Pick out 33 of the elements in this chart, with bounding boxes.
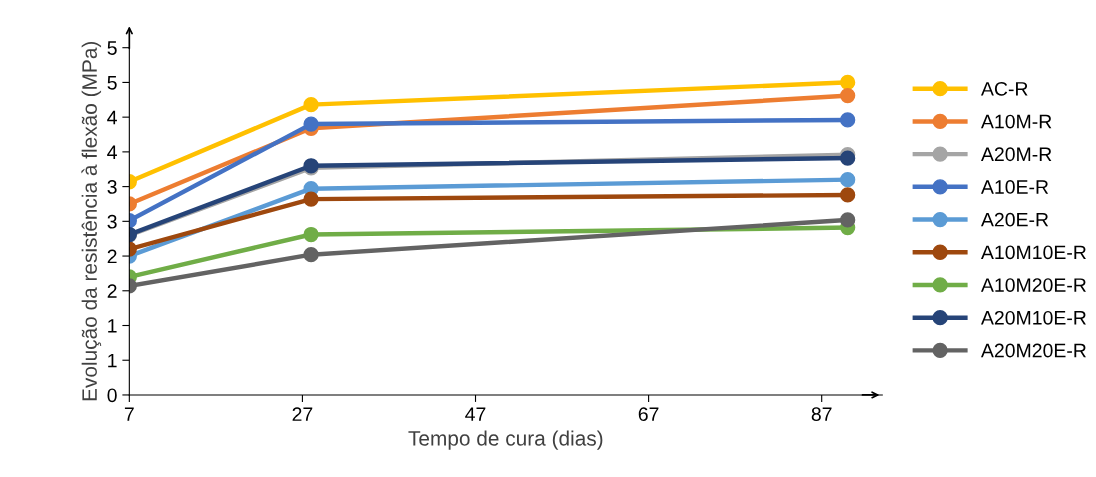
- point: [840, 212, 856, 228]
- x-tick-label: 27: [292, 407, 313, 421]
- legend-label: A10M-R: [980, 114, 1052, 129]
- legend-label: A10E-R: [980, 180, 1049, 194]
- point: [840, 87, 856, 104]
- point: [840, 74, 856, 91]
- y-tick-label: 5: [107, 41, 117, 55]
- x-axis-title: Tempo de cura (dias): [408, 430, 603, 450]
- x-tick-label: 67: [638, 407, 659, 422]
- y-tick-label: 4: [107, 110, 117, 125]
- y-tick-label: 2: [107, 284, 117, 298]
- legend-label: A10M20E-R: [980, 278, 1086, 292]
- point: [840, 187, 856, 203]
- legend-label: A10M10E-R: [980, 245, 1086, 260]
- legend-label: A20M20E-R: [980, 343, 1086, 358]
- y-tick-label: 4: [107, 145, 117, 159]
- y-tick-label: 0: [107, 388, 117, 403]
- point: [840, 172, 856, 188]
- x-tick-label: 7: [124, 407, 134, 421]
- x-tick-label: 87: [811, 407, 832, 422]
- x-tick-label: 47: [465, 407, 486, 421]
- legend-label: AC-R: [980, 81, 1028, 96]
- y-tick-label: 3: [107, 180, 117, 194]
- point: [840, 112, 856, 128]
- y-tick-label: 2: [107, 249, 117, 264]
- y-axis-title: Evolução da resistência à flexão (MPa): [81, 41, 102, 401]
- y-tick-label: 1: [108, 319, 117, 333]
- legend-label: A20M10E-R: [980, 310, 1086, 325]
- y-tick-label: 3: [107, 214, 117, 229]
- legend-label: A20E-R: [980, 212, 1049, 227]
- y-tick-label: 5: [107, 76, 117, 90]
- legend-label: A20M-R: [980, 147, 1052, 162]
- y-tick-label: 1: [108, 353, 117, 368]
